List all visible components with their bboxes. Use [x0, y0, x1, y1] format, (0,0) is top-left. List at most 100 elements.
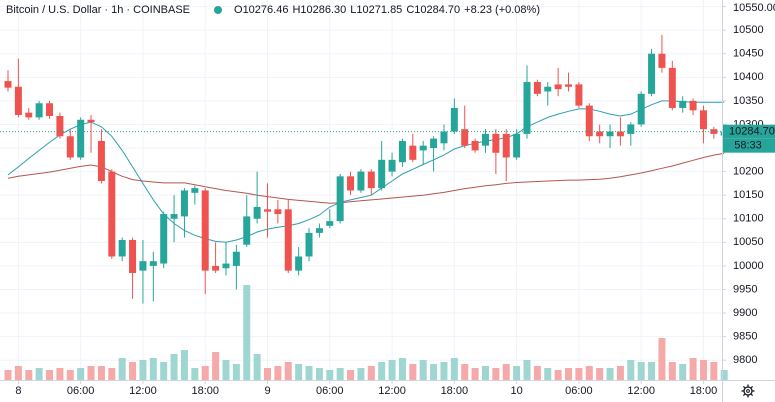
candle-body [409, 145, 417, 160]
volume-bar [66, 370, 74, 380]
chart-title: Bitcoin / U.S. Dollar · 1h · COINBASE [6, 4, 190, 16]
volume-layer [4, 285, 728, 380]
volume-bar [388, 360, 396, 380]
volume-bar [201, 366, 209, 380]
candle-body [170, 214, 178, 219]
volume-bar [367, 366, 375, 380]
candle-body [118, 239, 126, 257]
gear-teeth [741, 384, 755, 398]
candle-body [648, 53, 656, 94]
volume-bar [720, 370, 728, 380]
candle-body [160, 214, 168, 264]
candle-body [398, 140, 406, 163]
y-tick-label: 10400 [733, 71, 764, 83]
y-tick-label: 10500 [733, 24, 764, 36]
y-tick-label: 9800 [733, 354, 757, 366]
volume-bar [253, 354, 261, 380]
candle-body [243, 216, 251, 245]
candle-body [585, 105, 593, 137]
ohlc-key: H [292, 4, 300, 16]
x-tick-label: 18:00 [441, 385, 469, 397]
ohlc-key: O [234, 4, 243, 16]
volume-bar [502, 364, 510, 380]
candle-body [347, 176, 355, 191]
candle-body [180, 190, 188, 217]
volume-bar [533, 366, 541, 380]
ohlc-legend: O 10276.46 H 10286.30 L 10271.85 C 10284.70 +8.2… [234, 4, 540, 16]
candle-body [284, 209, 292, 271]
gear-ring [743, 386, 753, 396]
y-tick-label: 10350 [733, 95, 764, 107]
countdown-label: 58:33 [734, 140, 762, 152]
y-tick-label: 9850 [733, 331, 757, 343]
volume-bar [46, 370, 54, 380]
volume-bar [108, 368, 116, 380]
volume-bar [118, 358, 126, 380]
ohlc-value: 10271.85 [356, 4, 402, 16]
volume-bar [648, 362, 656, 380]
moving-average [7, 152, 725, 204]
ohlc-key: C [406, 4, 414, 16]
settings-icon[interactable] [741, 384, 755, 398]
volume-bar [129, 362, 137, 380]
volume-bar [305, 366, 313, 380]
volume-bar [284, 362, 292, 380]
volume-bar [565, 368, 573, 380]
candle-body [668, 67, 676, 108]
volume-bar [398, 358, 406, 380]
candle-body [419, 145, 427, 151]
volume-bar [326, 370, 334, 380]
volume-bar [149, 358, 157, 380]
candle-body [264, 209, 271, 212]
ohlc-key: L [350, 4, 356, 16]
volume-bar [710, 362, 718, 380]
volume-bar [440, 362, 448, 380]
candle-body [544, 86, 552, 92]
volume-bar [97, 366, 105, 380]
volume-bar [668, 362, 676, 380]
candle-body [4, 81, 12, 88]
x-tick-label: 12:00 [378, 385, 406, 397]
volume-bar [315, 368, 323, 380]
candle-body [461, 129, 469, 146]
y-tick-label: 10100 [733, 213, 764, 225]
x-tick-label: 06:00 [316, 385, 344, 397]
y-tick-label: 10150 [733, 189, 764, 201]
volume-bar [637, 362, 645, 380]
candle-body [637, 93, 645, 125]
volume-bar [139, 360, 147, 380]
volume-bar [336, 368, 344, 380]
candle-body [388, 159, 396, 172]
candle-body [212, 265, 220, 271]
volume-bar [160, 362, 168, 380]
volume-bar [627, 360, 635, 380]
volume-bar [180, 350, 188, 380]
volume-bar [56, 368, 64, 380]
candle-body [575, 84, 583, 106]
volume-bar [264, 368, 271, 380]
candle-body [77, 119, 85, 158]
volume-bar [170, 354, 178, 380]
candle-body [710, 129, 718, 134]
volume-bar [77, 368, 85, 380]
candle-body [14, 86, 22, 116]
volume-bar [419, 360, 427, 380]
ohlc-value: 10284.70 [414, 4, 460, 16]
volume-bar [25, 370, 33, 380]
countdown-box [723, 138, 775, 153]
y-tick-label: 10200 [733, 166, 764, 178]
candle-body [533, 82, 541, 94]
candle-body [481, 133, 489, 146]
x-tick-label: 8 [15, 385, 21, 397]
candle-body [658, 53, 666, 68]
x-tick-label: 12:00 [627, 385, 655, 397]
y-tick-label: 10450 [733, 48, 764, 60]
gear-hub [746, 389, 750, 393]
volume-bar [554, 370, 562, 380]
volume-bar [616, 366, 624, 380]
x-tick-label: 06:00 [565, 385, 593, 397]
volume-bar [699, 360, 707, 380]
ohlc-change: +8.23 (+0.08%) [464, 4, 540, 16]
last-price-label: 10284.70 [729, 126, 775, 138]
